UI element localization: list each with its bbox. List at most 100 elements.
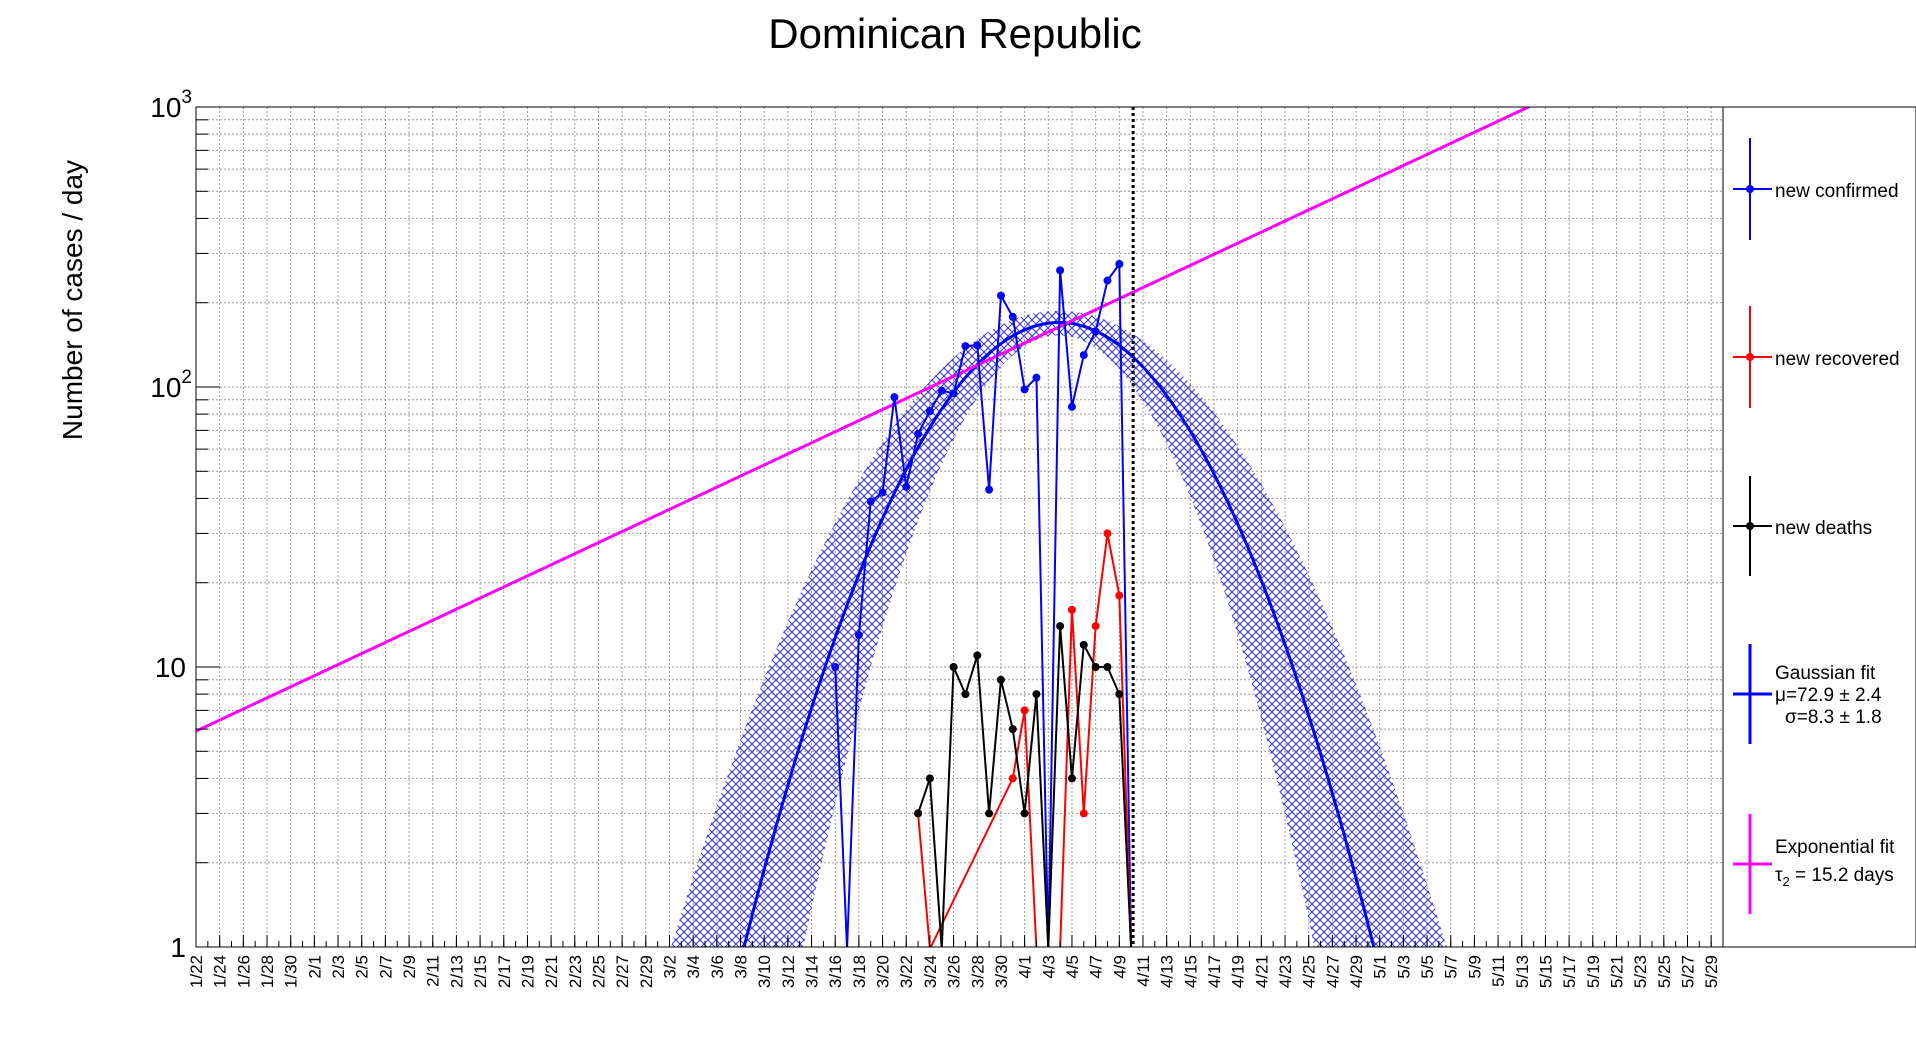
x-tick-label: 2/9 [400, 955, 419, 979]
exponential-fit-line [196, 107, 1532, 733]
data-point [914, 809, 923, 818]
x-tick-label: 5/29 [1702, 955, 1721, 988]
x-tick-label: 5/1 [1371, 955, 1390, 979]
x-tick-label: 2/17 [495, 955, 514, 988]
data-point [949, 663, 958, 671]
x-tick-label: 5/11 [1489, 955, 1508, 987]
data-point [1020, 706, 1029, 715]
data-point [1067, 774, 1076, 783]
series-line-new-confirmed [834, 260, 1133, 947]
y-tick-base: 10 [150, 92, 181, 123]
x-tick-label: 4/3 [1039, 955, 1058, 979]
x-tick-label: 3/20 [874, 955, 893, 988]
x-tick-label: 4/21 [1252, 955, 1271, 988]
data-point [1008, 774, 1017, 783]
legend-label-deaths: new deaths [1775, 518, 1872, 539]
data-point [973, 651, 982, 660]
data-point [1020, 809, 1029, 818]
data-point [866, 497, 875, 506]
legend-label-recovered: new recovered [1775, 349, 1900, 370]
data-point [1091, 663, 1100, 671]
data-point [1008, 312, 1017, 321]
legend-gaussian-sigma: σ=8.3 ± 1.8 [1785, 707, 1882, 728]
gaussian-band [670, 310, 1448, 947]
y-tick-exp: 3 [181, 87, 192, 108]
legend-tau-value: = 15.2 days [1790, 865, 1894, 886]
data-point [914, 429, 923, 438]
data-point [1103, 529, 1112, 538]
x-tick-label: 1/28 [258, 955, 277, 988]
x-tick-label: 4/1 [1016, 955, 1035, 979]
legend-entry-recovered: new recovered [1733, 306, 1900, 408]
x-tick-label: 2/7 [376, 955, 395, 979]
x-tick-label: 3/6 [708, 955, 727, 979]
data-point [1103, 663, 1112, 671]
legend-gaussian-mu: μ=72.9 ± 2.4 [1775, 685, 1882, 706]
data-point [1115, 591, 1124, 600]
x-tick-label: 3/28 [968, 955, 987, 988]
x-tick-label: 1/24 [211, 955, 230, 988]
data-point [996, 291, 1005, 300]
x-tick-label: 5/25 [1655, 955, 1674, 988]
x-tick-label: 2/5 [353, 955, 372, 979]
legend-entry-deaths: new deaths [1733, 476, 1872, 576]
x-tick-label: 2/13 [447, 955, 466, 988]
data-point [1032, 373, 1041, 382]
data-point [1008, 725, 1017, 734]
legend-label-confirmed: new confirmed [1775, 181, 1899, 202]
y-tick-base: 10 [150, 372, 181, 403]
x-tick-label: 5/27 [1678, 955, 1697, 988]
x-tick-label: 2/27 [613, 955, 632, 988]
x-tick-label: 2/25 [589, 955, 608, 988]
legend-entry-exponential: Exponential fit τ2 = 15.2 days [1733, 814, 1895, 914]
x-tick-label: 3/14 [803, 955, 822, 988]
data-point [1032, 690, 1041, 699]
legend-exponential-title: Exponential fit [1775, 837, 1895, 858]
data-point [1103, 276, 1112, 285]
x-tick-label: 2/23 [566, 955, 585, 988]
x-tick-label: 1/26 [234, 955, 253, 988]
x-tick-label: 3/10 [755, 955, 774, 988]
data-point [1115, 259, 1124, 268]
x-tick-label: 2/29 [637, 955, 656, 988]
x-tick-label: 4/11 [1134, 955, 1153, 987]
y-axis-label: Number of cases / day [57, 160, 88, 440]
x-tick-label: 5/19 [1584, 955, 1603, 988]
x-tick-label: 3/24 [921, 955, 940, 988]
data-point [949, 389, 958, 398]
x-tick-label: 3/18 [850, 955, 869, 988]
gaussian-fit-line [742, 320, 1377, 947]
data-point [1056, 622, 1065, 631]
data-point [854, 631, 863, 640]
data-point [890, 393, 899, 402]
x-tick-label: 3/16 [826, 955, 845, 988]
data-point [1115, 690, 1124, 699]
x-tick-label: 3/30 [992, 955, 1011, 988]
x-tick-label: 2/21 [542, 955, 561, 988]
data-point [1067, 402, 1076, 411]
x-tick-label: 4/9 [1110, 955, 1129, 979]
fit-curves [196, 107, 1532, 947]
x-tick-label: 2/11 [424, 955, 443, 987]
legend-exponential-tau: τ2 = 15.2 days [1775, 865, 1894, 889]
data-point [831, 663, 840, 671]
x-tick-label: 5/3 [1394, 955, 1413, 979]
x-tick-label: 4/27 [1323, 955, 1342, 988]
x-tick-label: 5/21 [1607, 955, 1626, 988]
x-tick-label: 4/17 [1205, 955, 1224, 988]
plot-frame [195, 106, 1724, 948]
axes: 1/22 1/24 1/26 1/28 1/30 2/1 2/3 2/5 2/7 2/9 2/11 2… [150, 87, 1724, 988]
x-tick-label: 5/15 [1536, 955, 1555, 988]
y-tick-label: 10 [155, 652, 186, 683]
x-tick-label: 4/19 [1229, 955, 1248, 988]
x-tick-label: 5/23 [1631, 955, 1650, 988]
x-tick-label: 3/2 [660, 955, 679, 979]
data-point [925, 407, 934, 416]
x-tick-label: 3/22 [897, 955, 916, 988]
data-point [973, 341, 982, 350]
x-tick-label: 3/12 [779, 955, 798, 988]
data-point [985, 809, 994, 818]
x-tick-label: 5/13 [1513, 955, 1532, 988]
x-tick-label: 5/9 [1465, 955, 1484, 979]
y-tick-exp: 2 [181, 367, 192, 388]
